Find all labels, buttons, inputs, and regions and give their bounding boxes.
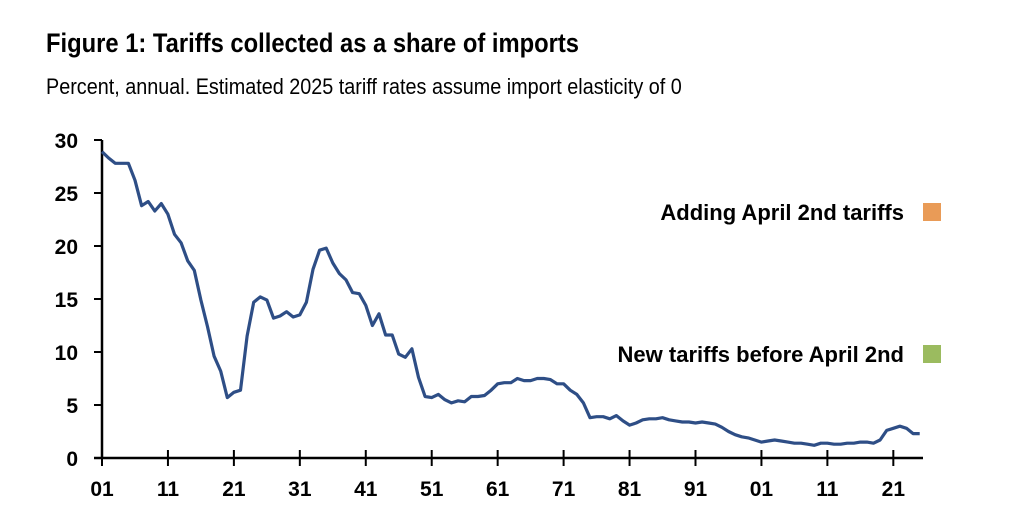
- x-tick-label: 01: [90, 478, 114, 501]
- x-tick-label: 31: [288, 478, 312, 501]
- y-tick-label: 20: [55, 236, 78, 259]
- series-line: [100, 150, 920, 447]
- x-tick-label: 71: [552, 478, 576, 501]
- y-tick-label: 0: [66, 448, 78, 471]
- legend-swatch: [923, 203, 941, 221]
- y-tick-label: 5: [66, 395, 78, 418]
- x-tick-label: 11: [816, 478, 839, 501]
- x-tick-label: 21: [882, 478, 906, 501]
- legend-label: New tariffs before April 2nd: [618, 342, 904, 367]
- y-tick-label: 10: [55, 342, 78, 365]
- y-tick-label: 25: [55, 183, 79, 206]
- x-tick-label: 91: [684, 478, 708, 501]
- y-tick-label: 30: [55, 130, 78, 153]
- x-tick-label: 81: [618, 478, 642, 501]
- x-tick-label: 11: [157, 478, 180, 501]
- x-tick-label: 21: [222, 478, 246, 501]
- chart-title: Figure 1: Tariffs collected as a share o…: [46, 28, 579, 58]
- x-tick-label: 61: [486, 478, 510, 501]
- x-tick-label: 01: [750, 478, 774, 501]
- x-tick-label: 41: [354, 478, 378, 501]
- chart-subtitle: Percent, annual. Estimated 2025 tariff r…: [46, 74, 682, 99]
- legend-label: Adding April 2nd tariffs: [660, 200, 904, 225]
- legend-swatch: [923, 345, 941, 363]
- y-tick-label: 15: [55, 289, 79, 312]
- x-tick-label: 51: [420, 478, 444, 501]
